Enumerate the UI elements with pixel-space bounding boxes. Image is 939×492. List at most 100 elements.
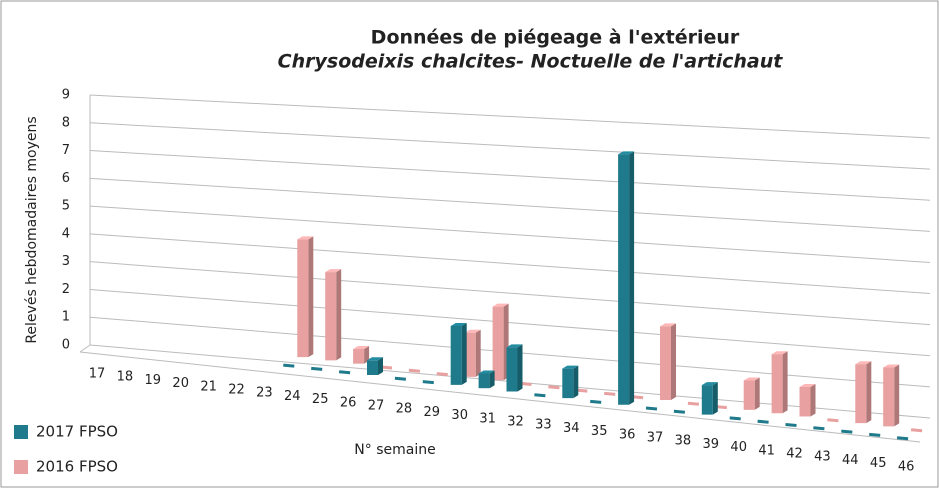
y-tick-label: 6 [62, 171, 70, 186]
grid-line [89, 177, 931, 232]
bar [771, 351, 788, 414]
bar-top [743, 377, 760, 381]
bar-top [297, 236, 314, 240]
x-tick-label: 36 [619, 427, 636, 442]
floor-front [79, 351, 921, 443]
bar-top [367, 357, 383, 361]
y-tick-label: 7 [62, 143, 70, 158]
bar-side [712, 382, 718, 415]
bar-front [325, 272, 337, 361]
zero-mark [422, 380, 434, 385]
bar-top [855, 361, 872, 365]
bar-top [799, 384, 816, 388]
x-tick-label: 44 [842, 453, 859, 468]
x-tick-label: 17 [89, 367, 106, 382]
zero-mark [436, 372, 448, 377]
x-tick-label: 41 [758, 443, 775, 458]
zero-mark [645, 406, 658, 411]
bar-side [782, 351, 788, 414]
x-tick-label: 38 [675, 434, 692, 449]
x-tick-label: 28 [396, 402, 413, 417]
x-tick-label: 24 [284, 389, 301, 404]
zero-mark [283, 363, 295, 368]
zero-mark [869, 432, 881, 437]
zero-mark [548, 385, 560, 390]
bar-side [378, 357, 383, 375]
bar-top [771, 351, 788, 355]
bar-side [475, 329, 481, 377]
bar-side [894, 364, 900, 427]
bar-side [754, 377, 760, 410]
bar-side [461, 323, 467, 385]
bar [562, 365, 579, 399]
chart-subtitle: Chrysodeixis chalcites- Noctuelle de l'a… [278, 51, 784, 73]
bar [353, 345, 370, 364]
y-tick-label: 8 [62, 115, 70, 130]
x-tick-label: 26 [340, 395, 357, 410]
x-tick-label: 21 [200, 379, 217, 394]
bar-side [517, 344, 523, 392]
bar-front [701, 385, 713, 415]
bar-top [562, 365, 579, 369]
bar [855, 361, 872, 424]
bar-top [450, 323, 467, 327]
x-tick-label: 45 [870, 456, 887, 471]
bar-side [866, 361, 872, 424]
bar [325, 269, 342, 361]
x-tick-label: 20 [172, 376, 189, 391]
x-tick-label: 34 [563, 421, 580, 436]
bar-side [573, 365, 579, 399]
x-tick-label: 27 [368, 399, 385, 414]
bar-front [450, 326, 462, 385]
zero-mark [910, 428, 923, 433]
bar [618, 151, 635, 405]
zero-mark [841, 429, 853, 434]
bar-top [506, 344, 523, 348]
bar-side [364, 345, 370, 364]
bar [506, 344, 523, 392]
zero-mark [757, 419, 769, 424]
bar-top [353, 345, 370, 349]
legend-label: 2017 FPSO [36, 423, 118, 441]
bar-top [464, 329, 481, 333]
zero-mark [338, 370, 351, 375]
y-tick-label: 2 [62, 282, 70, 297]
bar-front [464, 332, 476, 377]
legend-swatch [14, 425, 28, 439]
bar-front [799, 387, 811, 417]
y-tick-label: 3 [62, 254, 70, 269]
bar-side [629, 151, 635, 405]
bar-top [618, 151, 635, 155]
bar [701, 382, 718, 415]
x-tick-label: 22 [228, 383, 245, 398]
bar-front [743, 380, 755, 410]
grid-line [89, 261, 931, 326]
bar-front [562, 368, 574, 399]
grid-line [89, 205, 931, 263]
x-tick-label: 46 [898, 459, 915, 474]
bar-side [810, 384, 816, 417]
bar [799, 384, 816, 417]
legend-label: 2016 FPSO [36, 458, 118, 476]
x-tick-label: 39 [703, 437, 720, 452]
legend-swatch [14, 460, 28, 474]
bar-side [489, 370, 495, 389]
y-tick-label: 5 [62, 199, 70, 214]
zero-mark [604, 391, 616, 396]
y-tick-label: 0 [62, 338, 70, 353]
bar [464, 329, 481, 377]
bar-side [671, 323, 676, 400]
zero-mark [534, 393, 546, 398]
zero-mark [311, 366, 323, 371]
bar-front [297, 239, 309, 358]
zero-mark [785, 423, 797, 427]
grid-line [89, 288, 931, 357]
bar-front [883, 367, 895, 427]
y-axis-title: Relevés hebdomadaires moyens [24, 116, 40, 343]
bar-front [478, 373, 490, 389]
bar-front [771, 354, 783, 414]
x-tick-label: 30 [451, 408, 468, 423]
bar [492, 303, 509, 381]
x-tick-label: 25 [312, 392, 329, 407]
